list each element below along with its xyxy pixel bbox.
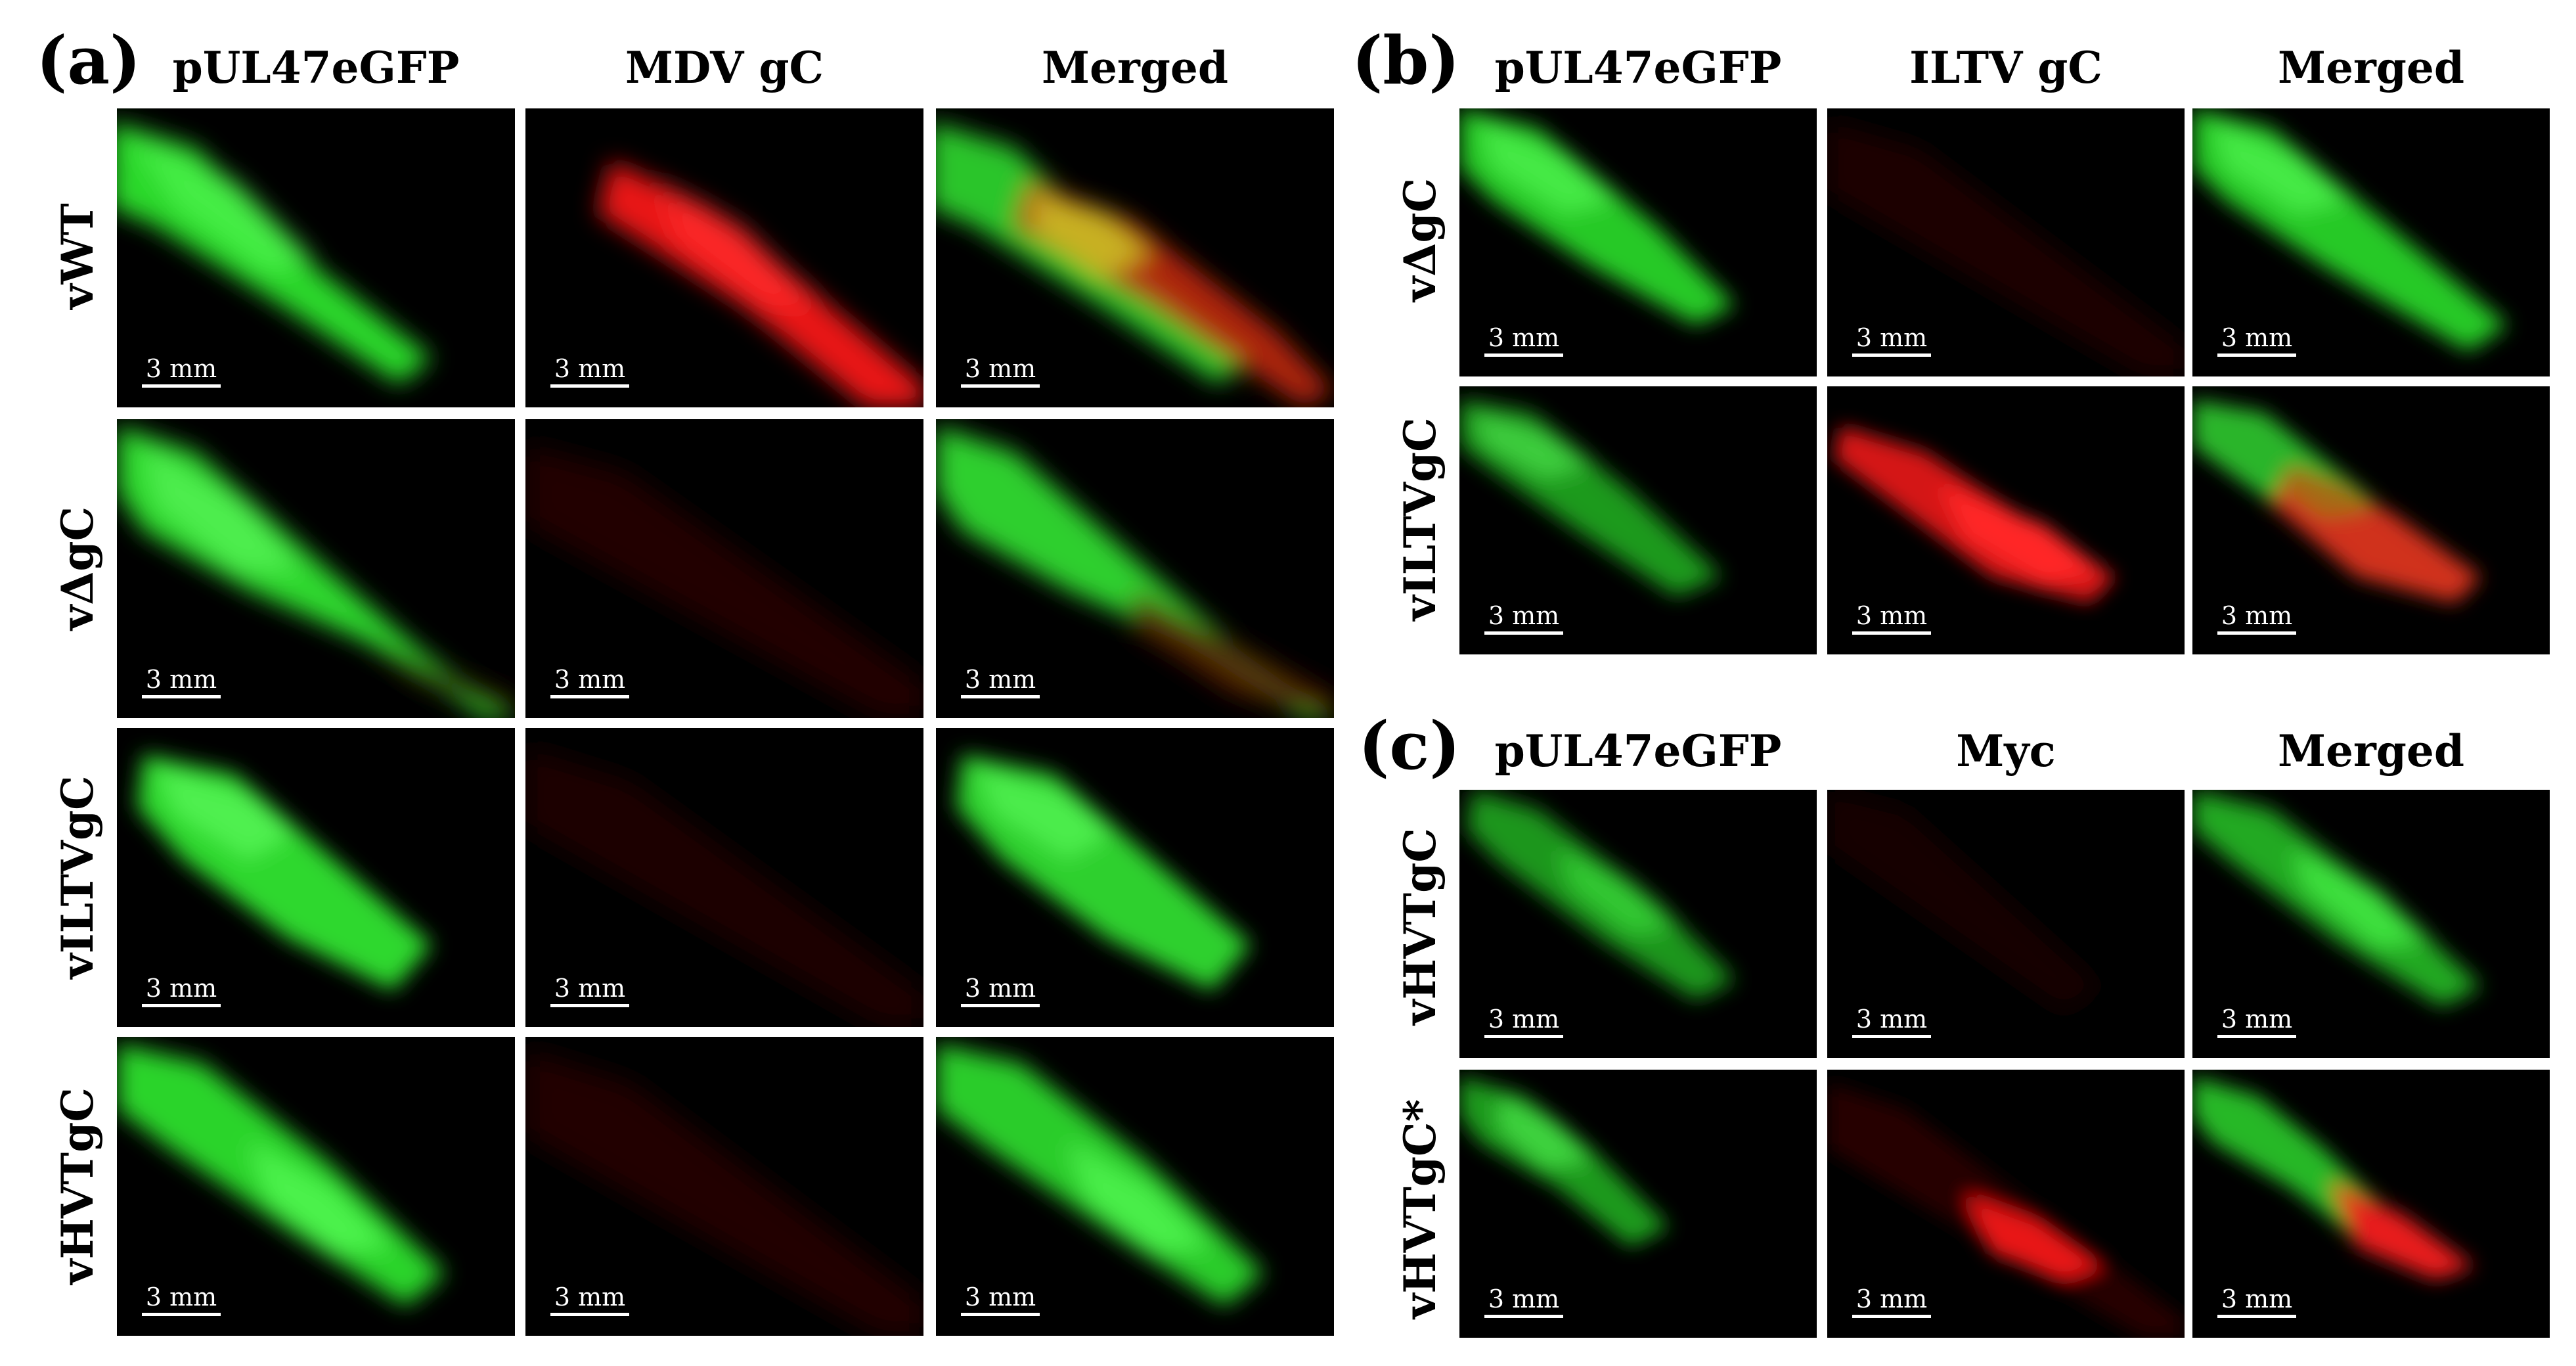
micrograph-a-vdeltagc-green: 3 mm [117, 419, 515, 718]
micrograph-b-vdeltagc-green: 3 mm [1459, 108, 1817, 376]
scale-bar: 3 mm [550, 1285, 629, 1316]
micrograph-a-vdeltagc-merged: 3 mm [936, 419, 1334, 718]
scale-bar: 3 mm [961, 356, 1040, 388]
scale-bar: 3 mm [961, 976, 1040, 1007]
panel-b-label: (b) [1352, 22, 1460, 99]
panel-c-col-merged: Merged [2277, 725, 2465, 777]
scale-bar: 3 mm [142, 356, 221, 388]
micrograph-c-vhvtgc-star-merged: 3 mm [2192, 1070, 2550, 1338]
panel-c-col-pul47egfp: pUL47eGFP [1494, 725, 1782, 777]
panel-a-col-mdv-gc: MDV gC [625, 42, 824, 93]
scale-bar: 3 mm [1484, 1286, 1563, 1318]
micrograph-c-vhvtgc-star-green: 3 mm [1459, 1070, 1817, 1338]
scale-bar: 3 mm [961, 667, 1040, 698]
micrograph-a-viltvgc-green: 3 mm [117, 728, 515, 1027]
panel-b-col-merged: Merged [2277, 42, 2465, 93]
micrograph-a-vhvtgc-green: 3 mm [117, 1037, 515, 1336]
scale-bar: 3 mm [1852, 1007, 1931, 1038]
scale-bar: 3 mm [2217, 1007, 2296, 1038]
micrograph-c-vhvtgc-star-red: 3 mm [1827, 1070, 2185, 1338]
micrograph-a-vhvtgc-red: 3 mm [525, 1037, 923, 1336]
scale-bar: 3 mm [1484, 603, 1563, 635]
scale-bar: 3 mm [961, 1285, 1040, 1316]
panel-a-col-merged: Merged [1041, 42, 1229, 93]
panel-a-label: (a) [36, 22, 141, 99]
scale-bar: 3 mm [142, 667, 221, 698]
micrograph-b-viltvgc-red: 3 mm [1827, 386, 2185, 654]
panel-c-label: (c) [1358, 707, 1461, 785]
panel-a-col-pul47egfp: pUL47eGFP [172, 42, 460, 93]
micrograph-a-vwt-merged: 3 mm [936, 108, 1334, 407]
scale-bar: 3 mm [550, 667, 629, 698]
micrograph-a-vdeltagc-red: 3 mm [525, 419, 923, 718]
scale-bar: 3 mm [550, 356, 629, 388]
micrograph-a-vwt-green: 3 mm [117, 108, 515, 407]
scale-bar: 3 mm [550, 976, 629, 1007]
panel-b-row-viltvgc: vILTVgC [1394, 417, 1446, 621]
panel-a-row-vdeltagc: vΔgC [52, 506, 103, 631]
micrograph-a-viltvgc-red: 3 mm [525, 728, 923, 1027]
micrograph-a-vwt-red: 3 mm [525, 108, 923, 407]
micrograph-c-vhvtgc-green: 3 mm [1459, 790, 1817, 1058]
scale-bar: 3 mm [2217, 603, 2296, 635]
scale-bar: 3 mm [2217, 325, 2296, 357]
micrograph-a-vhvtgc-merged: 3 mm [936, 1037, 1334, 1336]
panel-c-row-vhvtgc-star: vHVTgC* [1394, 1099, 1446, 1319]
scale-bar: 3 mm [2217, 1286, 2296, 1318]
panel-c-col-myc: Myc [1956, 725, 2056, 777]
scale-bar: 3 mm [1484, 1007, 1563, 1038]
micrograph-c-vhvtgc-merged: 3 mm [2192, 790, 2550, 1058]
micrograph-b-vdeltagc-red: 3 mm [1827, 108, 2185, 376]
micrograph-a-viltvgc-merged: 3 mm [936, 728, 1334, 1027]
scale-bar: 3 mm [1484, 325, 1563, 357]
micrograph-c-vhvtgc-red: 3 mm [1827, 790, 2185, 1058]
panel-b-row-vdeltagc: vΔgC [1394, 177, 1446, 302]
micrograph-b-viltvgc-merged: 3 mm [2192, 386, 2550, 654]
scale-bar: 3 mm [1852, 1286, 1931, 1318]
panel-a-row-viltvgc: vILTVgC [52, 775, 103, 979]
panel-a-row-vhvtgc: vHVTgC [52, 1087, 103, 1285]
scale-bar: 3 mm [1852, 325, 1931, 357]
scale-bar: 3 mm [142, 976, 221, 1007]
scale-bar: 3 mm [1852, 603, 1931, 635]
scale-bar: 3 mm [142, 1285, 221, 1316]
panel-c-row-vhvtgc: vHVTgC [1394, 828, 1446, 1025]
micrograph-b-vdeltagc-merged: 3 mm [2192, 108, 2550, 376]
panel-a-row-vwt: vWT [52, 203, 103, 309]
panel-b-col-pul47egfp: pUL47eGFP [1494, 42, 1782, 93]
micrograph-b-viltvgc-green: 3 mm [1459, 386, 1817, 654]
panel-b-col-iltv-gc: ILTV gC [1909, 42, 2102, 93]
